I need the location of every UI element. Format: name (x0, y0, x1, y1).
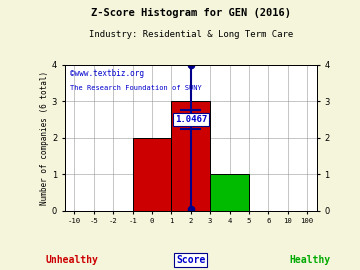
Text: ©www.textbiz.org: ©www.textbiz.org (70, 69, 144, 78)
Bar (132, 138, 171, 211)
Text: Industry: Residential & Long Term Care: Industry: Residential & Long Term Care (89, 30, 293, 39)
Text: Score: Score (176, 255, 206, 265)
Text: Z-Score Histogram for GEN (2016): Z-Score Histogram for GEN (2016) (91, 8, 291, 18)
Text: The Research Foundation of SUNY: The Research Foundation of SUNY (70, 85, 202, 91)
Bar (210, 174, 249, 211)
Text: Unhealthy: Unhealthy (46, 255, 98, 265)
Text: 1.0467: 1.0467 (175, 115, 207, 124)
Y-axis label: Number of companies (6 total): Number of companies (6 total) (40, 71, 49, 205)
Bar (171, 101, 210, 211)
Text: Healthy: Healthy (289, 255, 330, 265)
